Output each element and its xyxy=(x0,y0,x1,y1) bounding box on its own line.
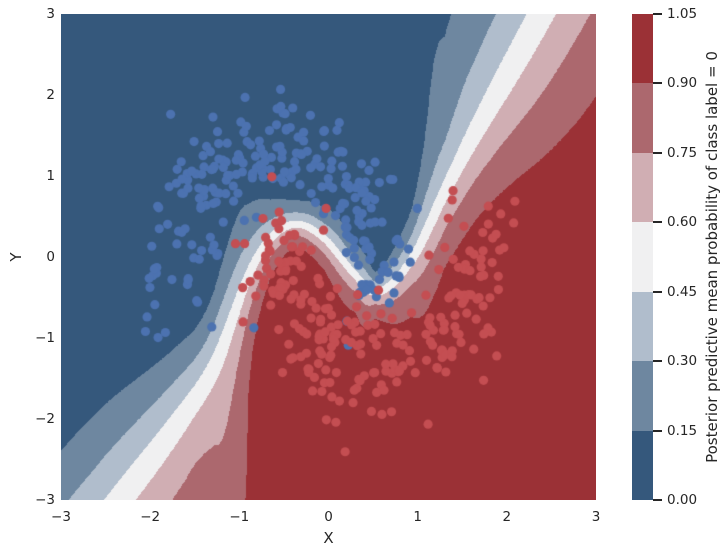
x-tick-label: −3 xyxy=(51,509,71,525)
colorbar-band xyxy=(632,291,653,362)
colorbar-tick-label: 0.30 xyxy=(667,353,698,370)
y-tick-label: 2 xyxy=(46,87,55,103)
colorbar xyxy=(632,14,653,500)
x-tick-label: −2 xyxy=(140,509,161,525)
colorbar-tick-label: 0.45 xyxy=(667,283,698,300)
y-tick-label: 3 xyxy=(46,6,55,22)
y-tick-label: −3 xyxy=(35,492,55,508)
colorbar-tick-label: 0.15 xyxy=(667,422,698,439)
colorbar-tick-mark xyxy=(653,290,662,293)
y-tick-label: 1 xyxy=(46,168,55,184)
x-tick-label: 3 xyxy=(591,509,601,525)
y-axis-label: Y xyxy=(7,252,25,262)
colorbar-tick-mark xyxy=(653,151,662,154)
x-tick-label: 0 xyxy=(324,509,333,525)
colorbar-tick-label: 1.05 xyxy=(667,6,698,22)
colorbar-tick-mark xyxy=(653,221,662,224)
x-tick-label: 1 xyxy=(413,509,422,525)
colorbar-tick-label: 0.90 xyxy=(667,75,698,92)
colorbar-tick-mark xyxy=(653,499,662,501)
colorbar-band xyxy=(632,152,653,223)
y-tick-label: −1 xyxy=(35,330,55,346)
x-axis-label: X xyxy=(323,529,334,547)
contour-scatter-plot xyxy=(61,14,596,500)
colorbar-tick-label: 0.60 xyxy=(667,214,698,231)
colorbar-band xyxy=(632,430,653,500)
colorbar-tick-label: 0.00 xyxy=(667,492,698,508)
x-tick-label: 2 xyxy=(502,509,512,525)
y-tick-label: 0 xyxy=(46,249,55,265)
colorbar-band xyxy=(632,83,653,153)
colorbar-label: Posterior predictive mean probability of… xyxy=(703,51,721,463)
y-tick-label: −2 xyxy=(35,411,55,427)
colorbar-band xyxy=(632,361,653,431)
colorbar-tick-mark xyxy=(653,360,662,363)
colorbar-band xyxy=(632,222,653,292)
colorbar-tick-label: 0.75 xyxy=(667,144,698,161)
colorbar-band xyxy=(632,14,653,84)
colorbar-tick-mark xyxy=(653,429,662,432)
colorbar-tick-mark xyxy=(653,82,662,85)
colorbar-tick-mark xyxy=(653,13,662,15)
x-tick-label: −1 xyxy=(229,509,250,525)
